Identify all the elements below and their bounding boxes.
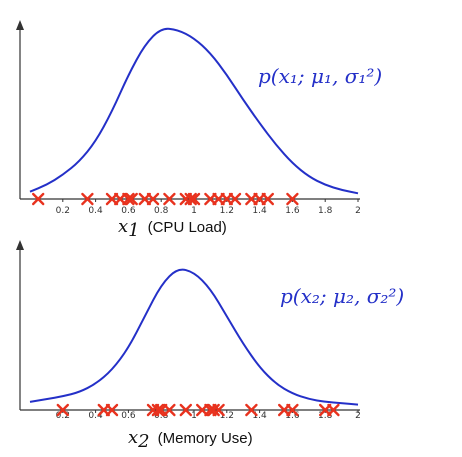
x-tick-label: 2: [355, 411, 361, 421]
x-tick-label: 1.6: [285, 206, 300, 216]
y-axis-arrow: [16, 20, 24, 30]
x-tick-label: 0.2: [56, 411, 70, 421]
x-tick-label: 1.2: [220, 206, 234, 216]
x-tick-label: 0.8: [154, 206, 169, 216]
sample-marker: [228, 192, 242, 206]
memory-use-chart: 0.2 0.4 0.6 0.8 1 1.2 1.4 1.6 1.8 2 x2 (Memory Use)…: [16, 240, 404, 452]
x-tick-label: 2: [355, 206, 361, 216]
cpu-load-chart: 0.2 0.4 0.6 0.8 1 1.2 1.4 1.6 1.8 2 x1 (CPU Load) p(…: [16, 20, 382, 241]
density-curve: [29, 27, 359, 195]
x-tick-label: 0.4: [88, 411, 103, 421]
sample-marker: [286, 192, 299, 206]
x-tick-label: 0.2: [56, 206, 70, 216]
sample-marker: [105, 403, 119, 417]
x-tick-label: 1.4: [252, 411, 267, 421]
sample-marker: [187, 192, 201, 206]
x-tick-label: 1.4: [252, 206, 267, 216]
sample-marker: [151, 403, 165, 417]
x-tick-label: 1.8: [318, 411, 333, 421]
sample-marker: [56, 403, 70, 417]
x-tick-label: 1.8: [318, 206, 333, 216]
x-tick-label: 0.6: [121, 411, 136, 421]
sample-marker: [179, 403, 193, 417]
sample-marker: [212, 403, 225, 417]
sample-marker: [163, 403, 176, 417]
sample-marker: [245, 403, 258, 417]
x-tick-label: 1.2: [220, 411, 234, 421]
sample-marker: [125, 192, 138, 206]
sample-marker: [286, 403, 299, 417]
sample-marker: [146, 192, 160, 206]
sample-marker: [327, 403, 340, 417]
x-axis-label: x1 (CPU Load): [118, 216, 227, 241]
sample-marker: [81, 192, 94, 206]
x-tick-label: 1.6: [285, 411, 300, 421]
sample-marker: [184, 192, 197, 206]
density-annotation: p(x₁; μ₁, σ₁²): [258, 64, 382, 88]
y-axis-arrow: [16, 240, 24, 250]
sample-marker: [163, 192, 176, 206]
density-annotation: p(x₂; μ₂, σ₂²): [280, 284, 404, 308]
x-tick-label: 0.4: [88, 206, 103, 216]
sample-marker: [261, 192, 274, 206]
x-tick-label: 1: [191, 206, 197, 216]
x-axis-label: x2 (Memory Use): [128, 427, 253, 452]
x-tick-label: 1: [191, 411, 197, 421]
sample-marker: [32, 192, 45, 206]
x-tick-label: 0.8: [154, 411, 169, 421]
sample-marker: [207, 403, 220, 417]
density-curve: [29, 268, 359, 406]
sample-marker: [122, 192, 135, 206]
x-tick-label: 0.6: [121, 206, 136, 216]
